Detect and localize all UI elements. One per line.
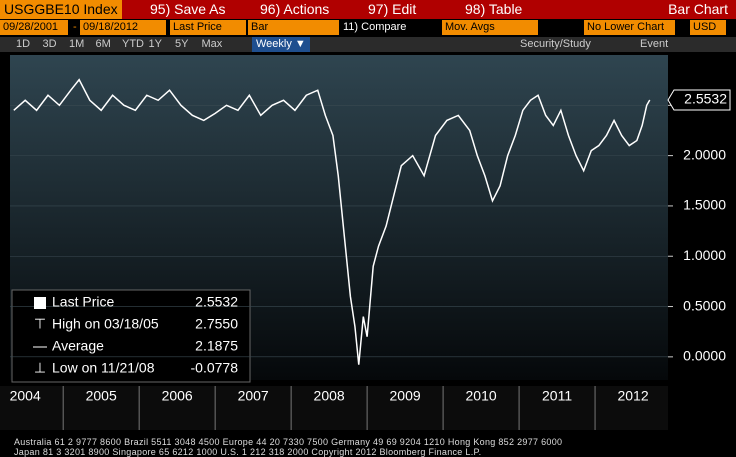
legend-icon <box>34 297 46 309</box>
security-study[interactable]: Security/Study <box>520 38 591 50</box>
period-button[interactable]: 5Y <box>175 38 189 50</box>
legend-value: 2.7550 <box>195 316 238 332</box>
x-tick-label: 2004 <box>10 388 41 404</box>
x-axis-band <box>0 386 668 430</box>
legend-label: Average <box>52 338 104 354</box>
period-button[interactable]: 1Y <box>148 38 162 50</box>
y-tick-label: 2.0000 <box>683 146 726 162</box>
last-price-label: 2.5532 <box>684 91 727 107</box>
y-tick-label: 0.0000 <box>683 348 726 364</box>
x-tick-label: 2008 <box>314 388 345 404</box>
lower-chart[interactable]: No Lower Chart <box>584 20 675 35</box>
menu-item[interactable]: 96) Actions <box>260 1 330 17</box>
y-tick-label: 1.5000 <box>683 197 726 213</box>
view-name: Bar Chart <box>668 1 728 17</box>
settings-bar: 09/28/2001 - 09/18/2012 Last Price Bar 1… <box>0 19 736 37</box>
x-tick-label: 2011 <box>542 388 572 404</box>
style[interactable]: Bar <box>248 20 339 35</box>
chart: 0.00000.50001.00001.50002.00002.50002004… <box>0 55 731 430</box>
last-price-tag <box>667 89 731 111</box>
period-button[interactable]: 6M <box>95 38 111 50</box>
menu-bar: USGGBE10 Index 95) Save As 96) Actions 9… <box>0 0 736 19</box>
x-tick-label: 2009 <box>390 388 421 404</box>
legend-label: Last Price <box>52 294 114 310</box>
footer-line: Japan 81 3 3201 8900 Singapore 65 6212 1… <box>14 447 482 457</box>
x-tick-label: 2005 <box>86 388 117 404</box>
legend-box <box>11 289 251 383</box>
y-tick-label: 0.5000 <box>683 297 726 313</box>
ticker[interactable]: USGGBE10 Index <box>0 0 122 19</box>
period-button[interactable]: 1M <box>69 38 85 50</box>
period-button[interactable]: 1D <box>16 38 31 50</box>
legend-icon: ⊥ <box>34 360 46 376</box>
footer-line: Australia 61 2 9777 8600 Brazil 5511 304… <box>14 437 563 447</box>
legend-value: -0.0778 <box>191 360 239 376</box>
legend-value: 2.1875 <box>195 338 238 354</box>
legend-icon: ⊤ <box>34 316 46 332</box>
price-line <box>13 78 651 365</box>
period-button[interactable]: 3D <box>42 38 57 50</box>
end-date[interactable]: 09/18/2012 <box>80 20 166 35</box>
menu-item[interactable]: 95) Save As <box>150 1 226 17</box>
compare[interactable]: 11) Compare <box>343 21 407 33</box>
period-button[interactable]: YTD <box>122 38 144 50</box>
menu-item[interactable]: 97) Edit <box>368 1 417 17</box>
x-tick-label: 2010 <box>466 388 497 404</box>
legend-label: High on 03/18/05 <box>52 316 159 332</box>
field[interactable]: Last Price <box>170 20 246 35</box>
menu-item[interactable]: 98) Table <box>465 1 523 17</box>
legend-value: 2.5532 <box>195 294 238 310</box>
studies[interactable]: Mov. Avgs <box>442 20 538 35</box>
y-tick-label: 1.0000 <box>683 247 726 263</box>
legend-label: Low on 11/21/08 <box>52 360 155 376</box>
dash: - <box>73 21 77 33</box>
x-tick-label: 2012 <box>617 388 648 404</box>
currency[interactable]: USD <box>690 20 726 35</box>
period-button[interactable]: Max <box>201 38 223 50</box>
frequency[interactable]: Weekly ▼ <box>252 37 310 52</box>
x-tick-label: 2007 <box>238 388 269 404</box>
start-date[interactable]: 09/28/2001 <box>0 20 68 35</box>
event[interactable]: Event <box>640 38 669 50</box>
period-bar: Weekly ▼ Security/Study Event 1D 3D 1M 6M YT… <box>0 37 736 52</box>
x-tick-label: 2006 <box>162 388 193 404</box>
